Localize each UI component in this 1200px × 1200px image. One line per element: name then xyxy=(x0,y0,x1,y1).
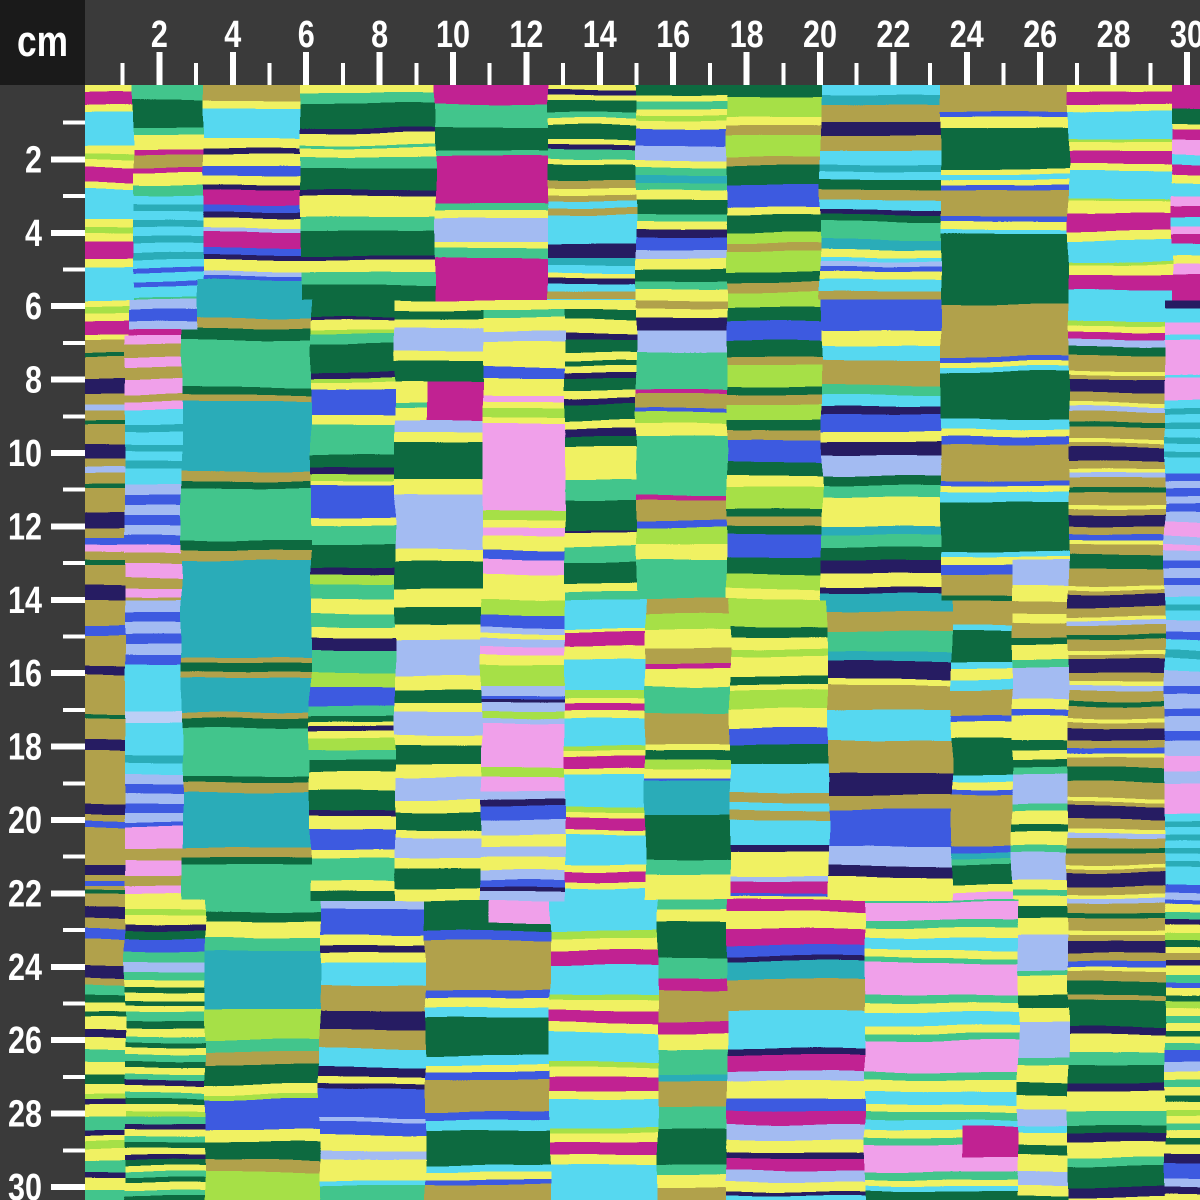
svg-text:30: 30 xyxy=(1170,14,1200,56)
svg-text:2: 2 xyxy=(25,139,42,181)
svg-text:2: 2 xyxy=(151,14,168,56)
svg-text:12: 12 xyxy=(509,14,543,56)
svg-text:24: 24 xyxy=(950,14,984,56)
svg-text:28: 28 xyxy=(8,1094,42,1136)
svg-text:14: 14 xyxy=(583,14,617,56)
svg-text:cm: cm xyxy=(17,17,68,66)
svg-text:26: 26 xyxy=(8,1020,42,1062)
svg-text:26: 26 xyxy=(1023,14,1057,56)
svg-text:8: 8 xyxy=(25,360,42,402)
svg-text:6: 6 xyxy=(298,14,315,56)
svg-text:8: 8 xyxy=(371,14,388,56)
svg-text:4: 4 xyxy=(25,213,42,255)
svg-text:16: 16 xyxy=(656,14,690,56)
svg-text:24: 24 xyxy=(8,947,42,989)
svg-text:14: 14 xyxy=(8,580,42,622)
svg-text:22: 22 xyxy=(876,14,910,56)
svg-text:6: 6 xyxy=(25,286,42,328)
svg-text:18: 18 xyxy=(8,727,42,769)
svg-text:4: 4 xyxy=(224,14,241,56)
svg-text:10: 10 xyxy=(8,433,42,475)
svg-text:16: 16 xyxy=(8,653,42,695)
svg-text:20: 20 xyxy=(8,800,42,842)
svg-text:28: 28 xyxy=(1097,14,1131,56)
svg-text:30: 30 xyxy=(8,1167,42,1200)
svg-text:12: 12 xyxy=(8,506,42,548)
svg-text:22: 22 xyxy=(8,873,42,915)
svg-text:10: 10 xyxy=(436,14,470,56)
svg-text:20: 20 xyxy=(803,14,837,56)
svg-text:18: 18 xyxy=(730,14,764,56)
